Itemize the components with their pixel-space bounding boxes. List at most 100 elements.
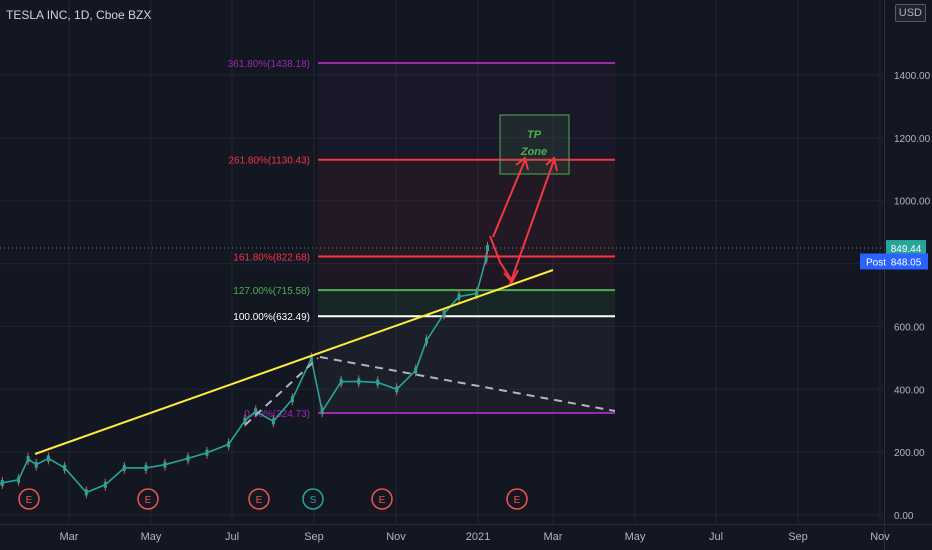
x-tick-label: Sep xyxy=(788,531,808,543)
fib-band xyxy=(318,159,615,257)
event-marker[interactable]: S xyxy=(302,488,324,510)
event-marker-label: E xyxy=(514,495,521,506)
fib-band xyxy=(318,290,615,317)
currency-badge[interactable]: USD xyxy=(894,4,926,22)
candle-body xyxy=(357,378,361,385)
event-marker-label: E xyxy=(145,495,152,506)
event-marker[interactable]: E xyxy=(137,488,159,510)
fib-level-label: 0.00%(324.73) xyxy=(244,409,310,420)
candle-body xyxy=(163,461,167,468)
candle-body xyxy=(320,408,324,415)
fib-level-label: 261.80%(1130.43) xyxy=(228,156,310,167)
candle-body xyxy=(484,255,488,262)
y-tick-label: 200.00 xyxy=(894,448,925,459)
candle-body xyxy=(243,417,247,424)
x-tick-label: Mar xyxy=(60,531,79,543)
candle-body xyxy=(84,489,88,496)
fib-band xyxy=(318,316,615,413)
candle-body xyxy=(442,310,446,317)
pattern-line xyxy=(244,357,319,426)
event-marker-circle xyxy=(18,488,40,510)
last-price-tag xyxy=(886,240,926,257)
arrow-head xyxy=(515,156,529,171)
x-tick-label: Nov xyxy=(870,531,890,543)
fib-level-label: 127.00%(715.58) xyxy=(233,286,310,297)
candle-body xyxy=(254,408,258,415)
x-tick-label: Sep xyxy=(304,531,324,543)
candle-body xyxy=(425,337,429,344)
candle-body xyxy=(290,396,294,403)
projection-arrow xyxy=(492,159,526,238)
fib-level-label: 361.80%(1438.18) xyxy=(228,59,310,70)
pattern-line xyxy=(319,356,616,412)
y-tick-label: 0.00 xyxy=(894,511,914,522)
x-tick-label: Nov xyxy=(386,531,406,543)
x-tick-label: May xyxy=(141,531,162,543)
event-marker-circle xyxy=(371,488,393,510)
chart-title: TESLA INC, 1D, Cboe BZX xyxy=(6,8,152,22)
tp-zone-label: TP xyxy=(527,129,542,141)
event-marker-label: E xyxy=(256,495,263,506)
fib-level-label: 161.80%(822.68) xyxy=(233,252,310,263)
candle-body xyxy=(34,461,38,468)
candle-body xyxy=(485,245,489,252)
post-price-tag xyxy=(860,253,928,270)
x-tick-label: Mar xyxy=(544,531,563,543)
fib-level-label: 100.00%(632.49) xyxy=(233,312,310,323)
candle-body xyxy=(457,293,461,300)
y-tick-label: 1400.00 xyxy=(894,71,931,82)
candle-body xyxy=(271,418,275,425)
candle-body xyxy=(144,464,148,471)
event-marker-label: E xyxy=(379,495,386,506)
candle-body xyxy=(103,481,107,488)
candle-body xyxy=(0,479,4,486)
post-price-value: 848.05 xyxy=(891,257,922,268)
arrow-head xyxy=(545,156,558,172)
candle-body xyxy=(122,464,126,471)
candle-body xyxy=(376,379,380,386)
event-marker[interactable]: E xyxy=(248,488,270,510)
event-marker[interactable]: E xyxy=(506,488,528,510)
event-marker-circle xyxy=(506,488,528,510)
trend-line xyxy=(34,269,554,455)
event-marker-label: E xyxy=(26,495,33,506)
candle-body xyxy=(46,455,50,462)
event-marker-circle xyxy=(248,488,270,510)
last-price-value: 849.44 xyxy=(891,244,922,255)
y-tick-label: 400.00 xyxy=(894,385,925,396)
candle-body xyxy=(309,355,313,362)
y-tick-label: 1000.00 xyxy=(894,197,931,208)
x-tick-label: Jul xyxy=(709,531,723,543)
post-label: Post xyxy=(866,257,886,268)
tp-zone-label: Zone xyxy=(520,146,547,158)
event-marker-label: S xyxy=(310,495,317,506)
x-tick-label: 2021 xyxy=(466,531,490,543)
candle-body xyxy=(227,441,231,448)
fib-band xyxy=(318,63,615,160)
y-tick-label: 600.00 xyxy=(894,322,925,333)
candle-body xyxy=(17,476,21,483)
x-tick-label: May xyxy=(625,531,646,543)
candle-body xyxy=(475,290,479,297)
event-marker-circle xyxy=(302,488,324,510)
candle-body xyxy=(395,386,399,393)
event-marker[interactable]: E xyxy=(371,488,393,510)
event-marker-circle xyxy=(137,488,159,510)
price-series-line xyxy=(0,247,489,494)
candle-body xyxy=(205,449,209,456)
projection-arrow xyxy=(509,159,555,285)
tp-zone-box xyxy=(499,114,570,175)
fib-band xyxy=(318,256,615,291)
x-tick-label: Jul xyxy=(225,531,239,543)
candle-body xyxy=(63,464,67,471)
candle-body xyxy=(26,456,30,463)
candle-body xyxy=(186,455,190,462)
projection-arrow xyxy=(489,235,513,282)
candle-body xyxy=(339,378,343,385)
event-marker[interactable]: E xyxy=(18,488,40,510)
candle-body xyxy=(414,367,418,374)
arrow-head xyxy=(503,269,519,284)
y-tick-label: 1200.00 xyxy=(894,134,931,145)
